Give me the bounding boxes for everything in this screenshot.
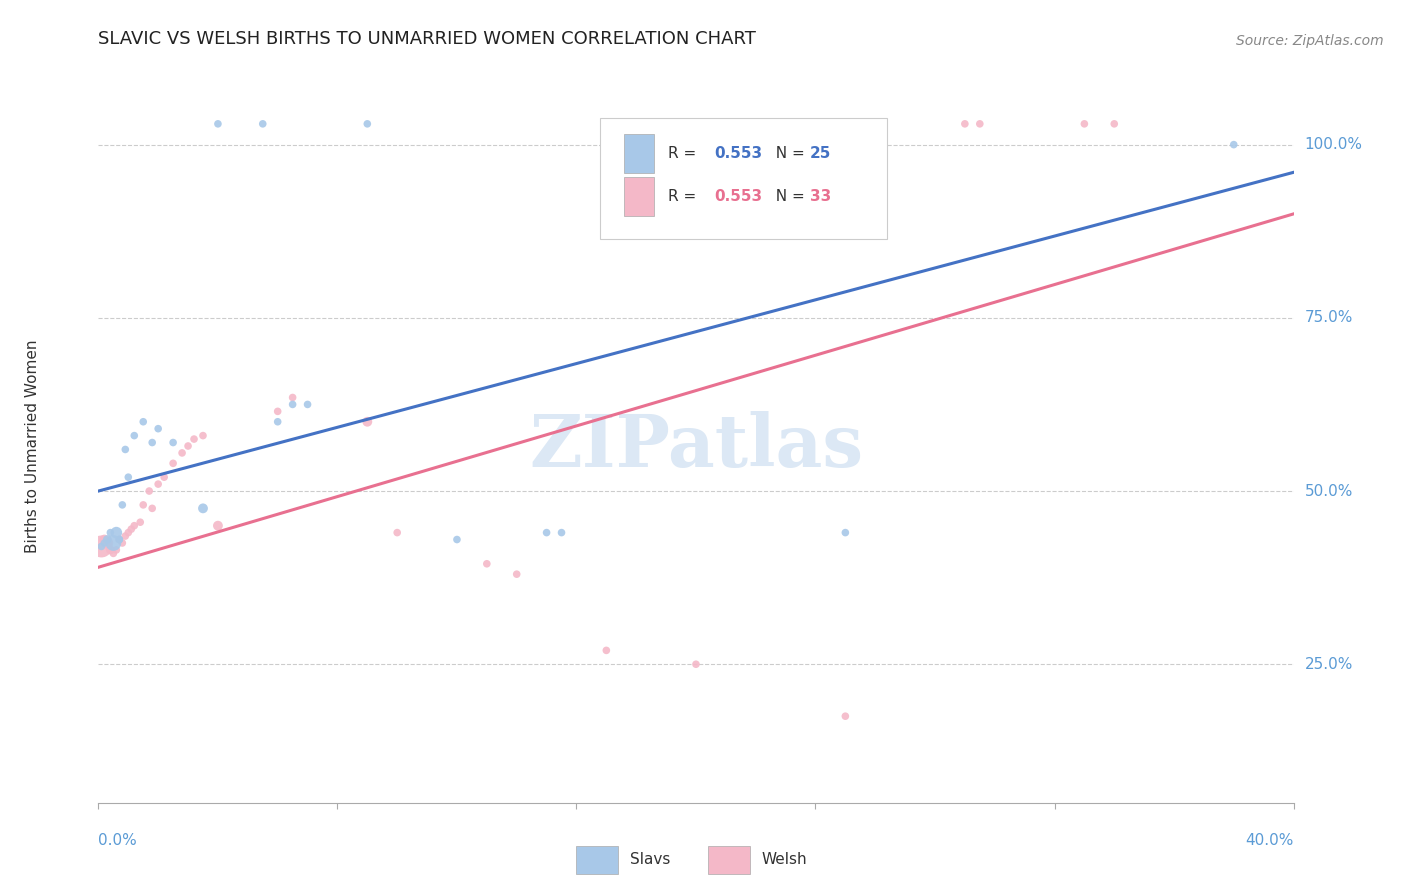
Text: 33: 33 [810, 189, 831, 203]
Point [281, 391, 304, 405]
Text: 25: 25 [810, 146, 831, 161]
Point [267, 404, 290, 418]
Point [93, 536, 115, 550]
Point [117, 470, 139, 484]
Point [153, 470, 176, 484]
Point [124, 428, 146, 442]
Point [96, 536, 118, 550]
Point [105, 525, 128, 540]
Point [356, 415, 378, 429]
Point [536, 525, 558, 540]
Point [550, 525, 572, 540]
Point [506, 567, 529, 582]
Text: 0.553: 0.553 [714, 146, 762, 161]
Point [93, 533, 115, 547]
Text: Slavs: Slavs [630, 853, 671, 867]
Text: SLAVIC VS WELSH BIRTHS TO UNMARRIED WOMEN CORRELATION CHART: SLAVIC VS WELSH BIRTHS TO UNMARRIED WOME… [98, 29, 756, 47]
Point [172, 446, 194, 460]
Point [162, 456, 184, 470]
Text: 25.0%: 25.0% [1305, 657, 1353, 672]
Point [90, 540, 112, 554]
Point [111, 536, 134, 550]
Point [640, 117, 662, 131]
Point [96, 533, 118, 547]
Point [191, 501, 214, 516]
Point [834, 709, 856, 723]
Point [103, 546, 125, 560]
Point [114, 442, 136, 457]
Point [953, 117, 976, 131]
FancyBboxPatch shape [600, 118, 887, 239]
Point [90, 540, 112, 554]
Point [183, 432, 205, 446]
Point [714, 117, 737, 131]
Point [685, 657, 707, 672]
Point [124, 518, 146, 533]
Point [267, 415, 290, 429]
Text: 50.0%: 50.0% [1305, 483, 1353, 499]
Text: 100.0%: 100.0% [1305, 137, 1362, 153]
Point [475, 557, 498, 571]
Point [385, 525, 409, 540]
Point [138, 483, 160, 498]
Point [297, 397, 319, 411]
Point [117, 525, 139, 540]
Point [191, 428, 214, 442]
Point [207, 518, 229, 533]
Text: Welsh: Welsh [762, 853, 807, 867]
Point [1104, 117, 1126, 131]
Text: Births to Unmarried Women: Births to Unmarried Women [25, 339, 41, 553]
Point [177, 439, 200, 453]
Point [108, 533, 131, 547]
Text: Source: ZipAtlas.com: Source: ZipAtlas.com [1236, 34, 1384, 47]
Point [103, 536, 125, 550]
Text: R =: R = [668, 146, 702, 161]
Point [108, 533, 131, 547]
Text: 0.0%: 0.0% [98, 833, 138, 848]
Point [820, 117, 842, 131]
Text: 40.0%: 40.0% [1246, 833, 1294, 848]
Point [834, 525, 856, 540]
Text: N =: N = [766, 189, 810, 203]
Point [114, 529, 136, 543]
Point [969, 117, 991, 131]
Point [148, 477, 170, 491]
Point [98, 543, 122, 558]
Point [111, 498, 134, 512]
Point [132, 498, 155, 512]
Point [148, 422, 170, 436]
Bar [624, 134, 654, 173]
Point [129, 515, 152, 529]
Point [252, 117, 274, 131]
Point [141, 501, 163, 516]
Point [162, 435, 184, 450]
Point [356, 117, 378, 131]
Point [446, 533, 468, 547]
Point [207, 117, 229, 131]
Point [1073, 117, 1095, 131]
Text: 0.553: 0.553 [714, 189, 762, 203]
Point [120, 522, 142, 536]
Bar [576, 846, 619, 874]
Point [132, 415, 155, 429]
Point [98, 525, 122, 540]
Point [281, 397, 304, 411]
Text: R =: R = [668, 189, 702, 203]
Bar [709, 846, 749, 874]
Text: ZIPatlas: ZIPatlas [529, 410, 863, 482]
Point [595, 643, 617, 657]
Text: N =: N = [766, 146, 810, 161]
Bar [624, 177, 654, 216]
Point [141, 435, 163, 450]
Point [108, 533, 131, 547]
Point [1223, 137, 1246, 152]
Point [105, 543, 128, 558]
Text: 75.0%: 75.0% [1305, 310, 1353, 326]
